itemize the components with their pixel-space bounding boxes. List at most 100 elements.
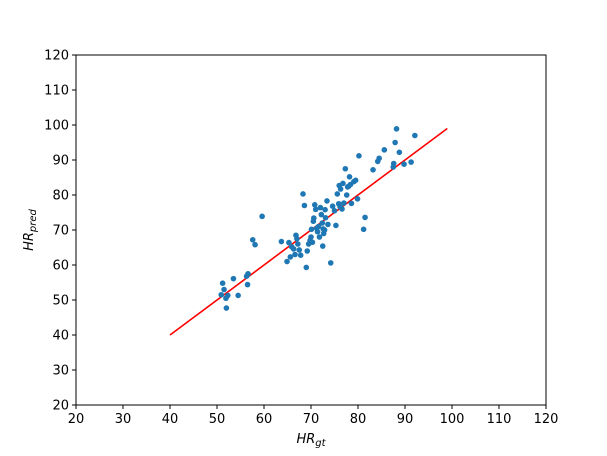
x-tick-label: 80 (350, 412, 367, 427)
data-point (314, 228, 321, 235)
fit-line-layer (169, 127, 448, 336)
y-tick-label: 70 (52, 224, 69, 239)
data-point (337, 186, 344, 192)
data-point (321, 227, 328, 233)
data-point (290, 246, 297, 252)
data-point (354, 196, 361, 202)
data-point (230, 275, 237, 282)
y-tick-label: 40 (52, 329, 69, 344)
x-tick-label: 30 (115, 412, 132, 427)
data-point (390, 160, 397, 167)
data-point (319, 243, 326, 249)
data-point (304, 248, 311, 254)
y-tick-label: 100 (44, 119, 69, 134)
x-tick-label: 60 (256, 412, 273, 427)
data-point (249, 237, 256, 243)
x-axis-label-main: HR (296, 432, 315, 447)
data-point (331, 207, 338, 214)
data-point (352, 177, 359, 184)
x-tick-label: 70 (303, 412, 320, 427)
data-point (317, 204, 324, 211)
x-tick-label: 100 (440, 412, 465, 427)
data-point (287, 254, 294, 260)
y-axis-label-main: HR (22, 232, 37, 251)
data-point (412, 132, 418, 139)
data-point (312, 206, 319, 213)
data-point (295, 241, 301, 247)
y-tick-label: 20 (52, 399, 69, 414)
data-point (315, 223, 322, 230)
data-point (392, 139, 398, 146)
data-point (303, 264, 310, 271)
y-tick-label: 60 (52, 259, 69, 274)
y-tick-label: 110 (44, 84, 69, 99)
data-point (396, 149, 403, 156)
data-point (278, 238, 285, 245)
data-point (343, 192, 350, 198)
data-point (259, 213, 265, 220)
data-point (408, 159, 414, 165)
x-tick-label: 40 (162, 412, 179, 427)
data-point (286, 239, 292, 246)
data-point (370, 167, 376, 173)
y-tick-label: 80 (52, 189, 69, 204)
data-point (318, 211, 325, 218)
y-tick-label: 50 (52, 294, 69, 309)
data-point (311, 202, 318, 208)
data-point (308, 234, 314, 240)
y-axis-label-sub: pred (28, 208, 39, 233)
data-point (329, 203, 336, 209)
x-tick-label: 50 (209, 412, 226, 427)
y-tick-label: 30 (52, 364, 69, 379)
data-point (362, 214, 368, 221)
data-point (360, 226, 367, 233)
data-point (346, 174, 353, 180)
data-point (319, 220, 326, 226)
x-tick-label: 110 (487, 412, 512, 427)
y-axis-label: HRpred (22, 208, 39, 250)
data-point (334, 191, 341, 197)
x-tick-label: 90 (397, 412, 414, 427)
data-point (322, 206, 328, 213)
points-layer (218, 126, 418, 311)
data-point (324, 198, 330, 204)
data-point (316, 234, 323, 240)
data-point (311, 215, 317, 221)
data-point (339, 206, 345, 212)
data-point (294, 235, 300, 242)
data-point (218, 291, 225, 298)
data-point (292, 251, 298, 258)
data-point (348, 200, 355, 207)
data-point (223, 305, 230, 311)
x-tick-label: 20 (68, 412, 85, 427)
data-point (309, 239, 316, 246)
data-point (393, 126, 400, 132)
data-point (225, 292, 231, 299)
data-point (340, 180, 346, 187)
y-tick-label: 90 (52, 154, 69, 169)
x-axis-label: HRgt (296, 432, 326, 449)
data-point (327, 260, 334, 266)
data-point (308, 226, 315, 233)
x-axis-label-sub: gt (315, 438, 326, 449)
data-point (301, 202, 308, 209)
data-point (333, 222, 339, 229)
data-point (322, 214, 329, 221)
data-point (376, 155, 382, 162)
data-point (284, 258, 290, 265)
data-point (221, 286, 227, 293)
data-point (356, 153, 362, 159)
data-point (381, 147, 388, 153)
data-point (401, 161, 407, 167)
data-point (325, 221, 331, 228)
data-point (252, 241, 258, 248)
y-tick-label: 120 (44, 49, 69, 64)
data-point (296, 247, 303, 253)
y-axis-ticks: 20 30 40 50 60 70 80 90 100 110 120 (44, 49, 76, 414)
data-point (297, 252, 304, 258)
data-point (341, 200, 347, 206)
data-point (235, 292, 241, 299)
data-point (300, 191, 306, 197)
data-point (342, 165, 349, 172)
